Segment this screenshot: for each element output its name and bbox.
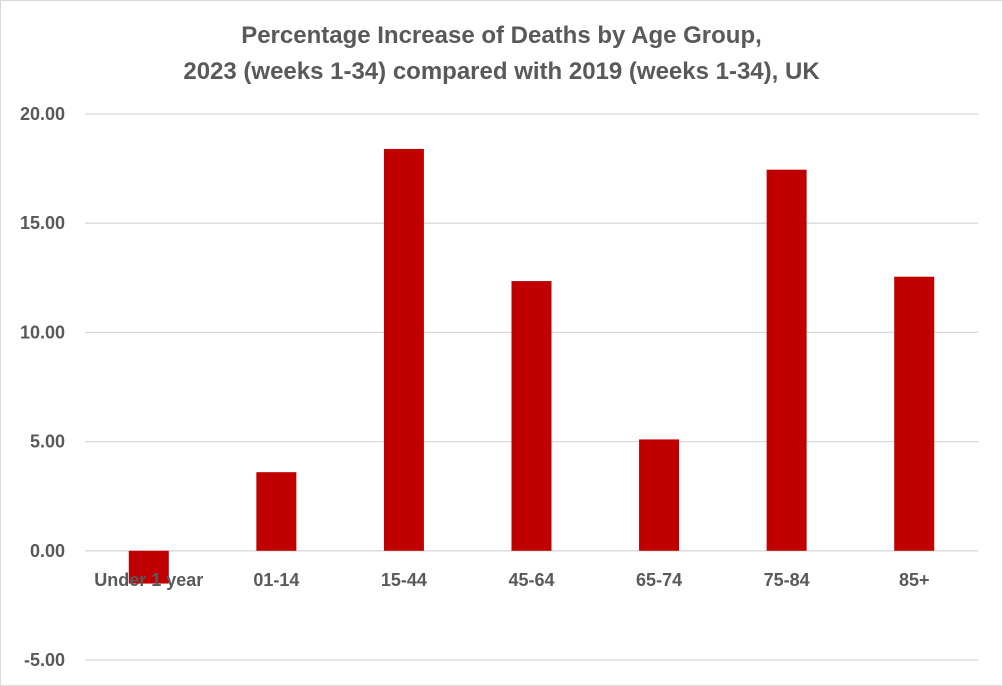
- bar: [639, 439, 680, 551]
- chart-title: Percentage Increase of Deaths by Age Gro…: [0, 18, 1003, 90]
- bar: [511, 281, 552, 551]
- y-tick-label: 5.00: [30, 432, 65, 452]
- bar: [383, 148, 424, 551]
- x-tick-label: 45-64: [508, 570, 554, 590]
- x-tick-label: 65-74: [636, 570, 682, 590]
- x-tick-label: 85+: [899, 570, 930, 590]
- y-tick-label: 10.00: [20, 322, 65, 342]
- bar: [766, 169, 807, 551]
- y-tick-label: -5.00: [24, 650, 65, 670]
- x-tick-label: 01-14: [253, 570, 299, 590]
- x-tick-label: 15-44: [381, 570, 427, 590]
- y-tick-label: 20.00: [20, 104, 65, 124]
- y-tick-label: 15.00: [20, 213, 65, 233]
- bar: [894, 276, 935, 551]
- bar: [128, 550, 169, 584]
- x-tick-label: Under 1 year: [94, 570, 203, 590]
- x-tick-label: 75-84: [764, 570, 810, 590]
- y-tick-label: 0.00: [30, 541, 65, 561]
- chart-title-line-2: 2023 (weeks 1-34) compared with 2019 (we…: [183, 58, 820, 85]
- bar: [256, 472, 297, 551]
- chart-title-line-1: Percentage Increase of Deaths by Age Gro…: [241, 22, 762, 49]
